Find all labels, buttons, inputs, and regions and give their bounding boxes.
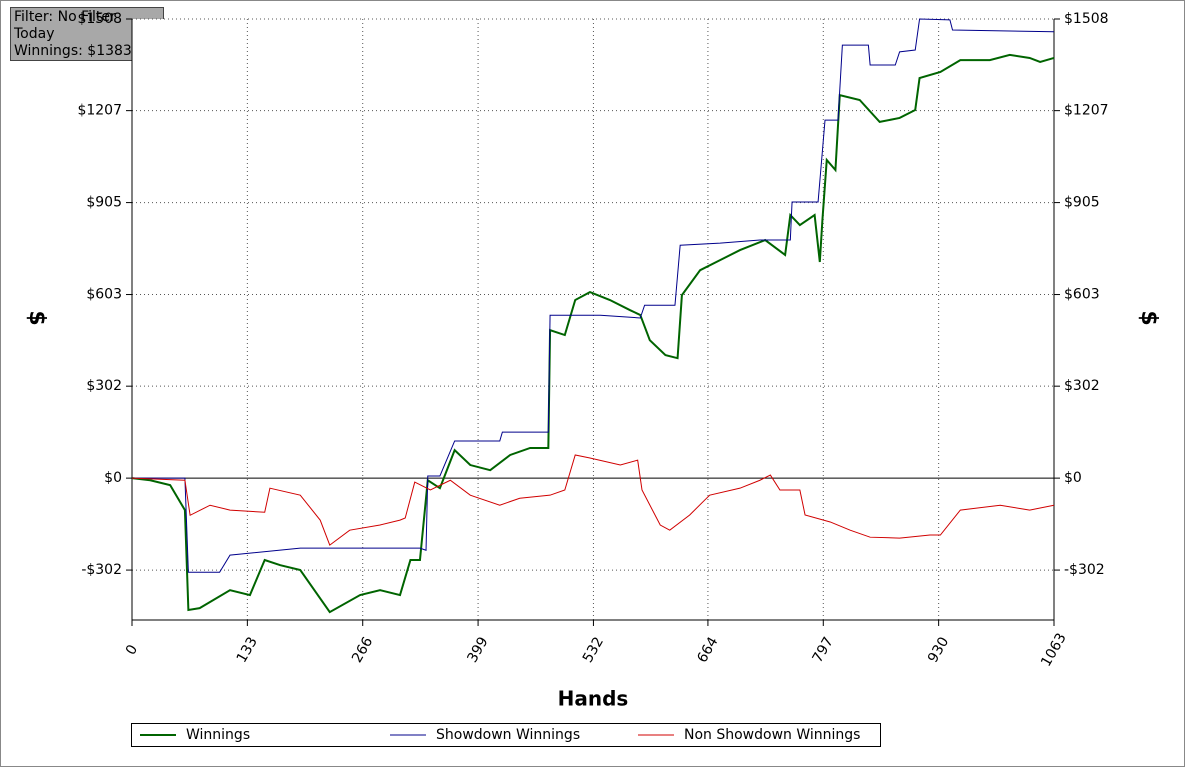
y2-tick-label: $603 [1064,287,1100,303]
series-line [132,18,1055,573]
y-tick-label: $1207 [77,103,122,119]
legend-label: Non Showdown Winnings [684,727,860,743]
y-tick-label: $603 [86,287,122,303]
y2-tick-label: $905 [1064,195,1100,211]
legend [131,723,881,747]
x-axis-label: Hands [558,687,629,711]
period-text: Today [13,26,55,42]
series-line [131,53,1055,614]
y-tick-label: $905 [86,195,122,211]
y2-tick-label: -$302 [1064,562,1105,578]
legend-label: Winnings [186,727,250,743]
y2-tick-label: $1207 [1064,103,1109,119]
filter-box: Filter: No Filter Today Winnings: $1383.… [10,7,164,61]
y-tick-label: $1508 [77,11,122,27]
y-tick-label: -$302 [81,562,122,578]
winnings-text: Winnings: $1383.48 [14,43,154,59]
series-line [131,454,1055,546]
y2-tick-label: $1508 [1064,11,1109,27]
y2-axis-label: $ [1136,310,1161,325]
y-tick-label: $0 [104,470,122,486]
y-tick-label: $302 [86,378,122,394]
filter-text: Filter: No Filter [14,9,116,25]
y2-tick-label: $302 [1064,378,1100,394]
legend-label: Showdown Winnings [436,727,580,743]
y2-tick-label: $0 [1064,470,1082,486]
y-axis-label: $ [24,310,49,325]
